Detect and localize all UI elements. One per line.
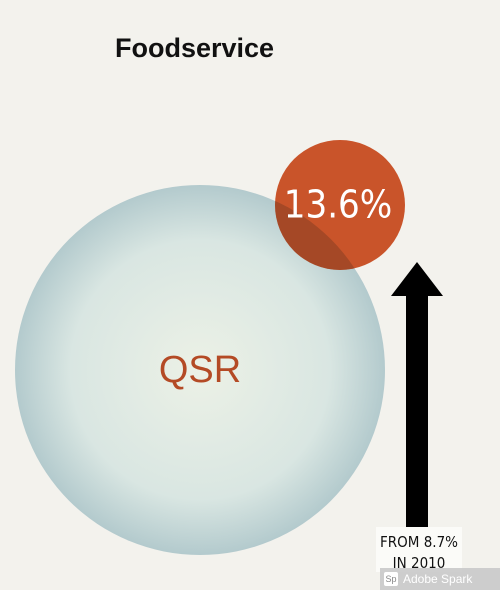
note-line: IN 2010 — [393, 554, 446, 572]
arrow-shaft — [406, 290, 428, 530]
title: Foodservice — [115, 33, 274, 63]
note-line: FROM 8.7% — [380, 533, 458, 551]
arrow-head — [391, 262, 443, 296]
note-box — [376, 527, 462, 572]
small-circle-label: 13.6% — [284, 183, 393, 227]
watermark-box — [380, 568, 500, 590]
big-circle — [15, 185, 385, 555]
watermark-text: Adobe Spark — [403, 572, 473, 586]
small-circle — [275, 140, 405, 270]
watermark-badge: Sp — [385, 574, 396, 584]
big-circle-label: QSR — [159, 349, 241, 391]
watermark-badge-bg — [384, 572, 398, 586]
